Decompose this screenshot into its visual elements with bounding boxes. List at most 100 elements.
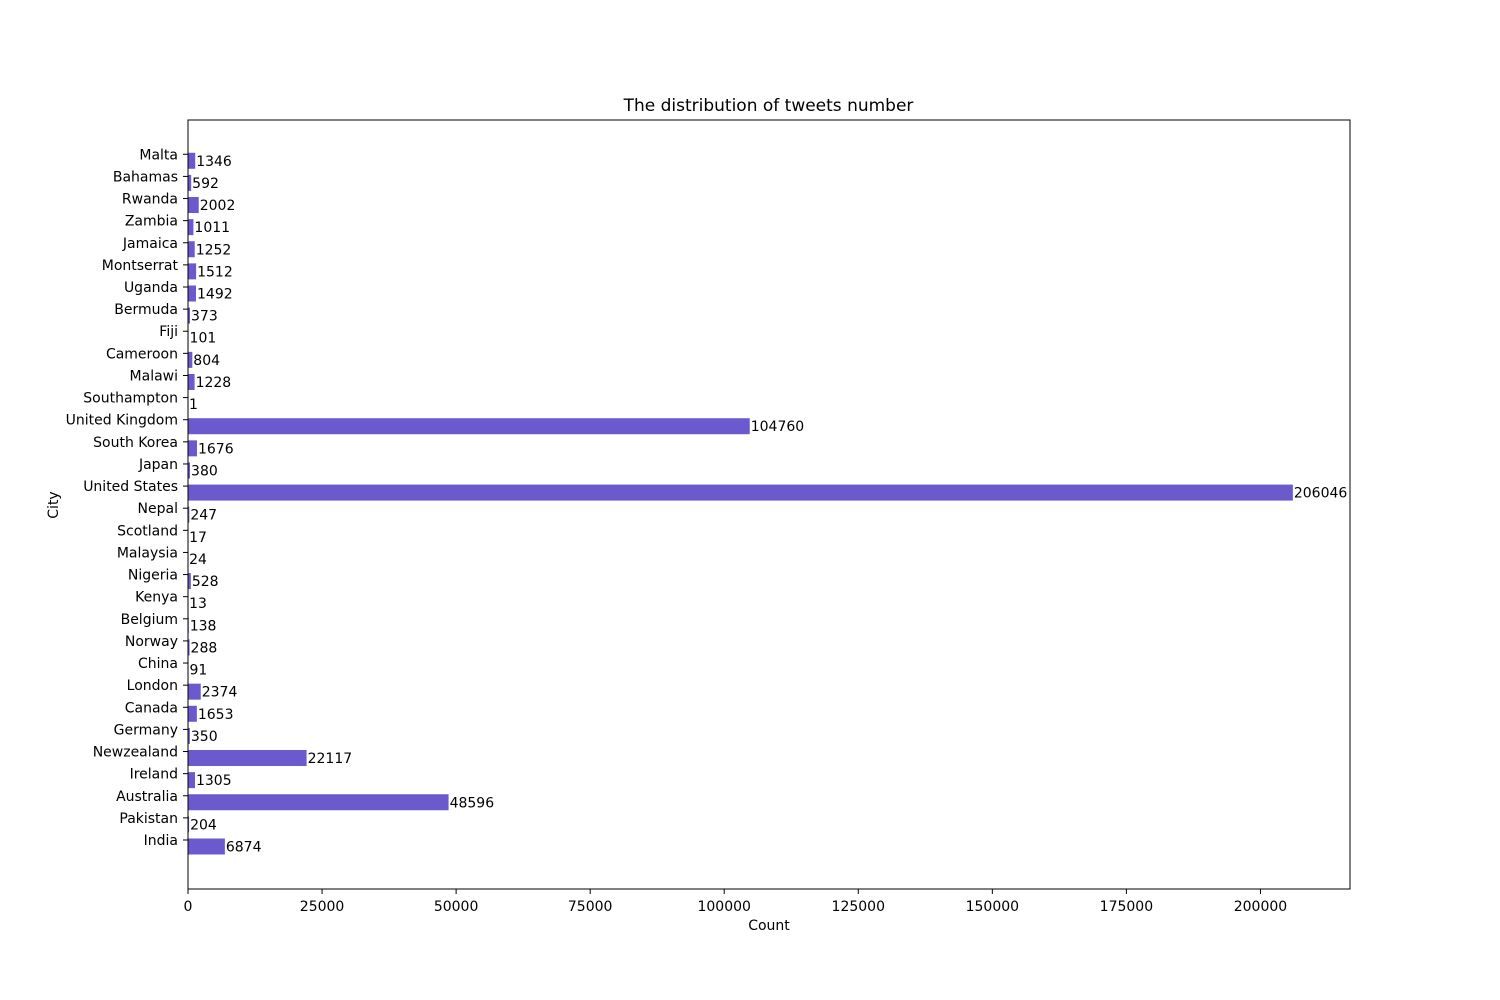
- bar-value-label: 1346: [196, 154, 232, 170]
- bar-value-label: 592: [192, 176, 219, 192]
- bar-canada: [188, 705, 197, 722]
- y-tick-label: Zambia: [125, 214, 178, 230]
- bar-value-label: 1305: [196, 773, 232, 789]
- bars-layer: [188, 152, 1293, 855]
- y-tick-label: Uganda: [124, 280, 178, 296]
- y-tick-label: Montserrat: [102, 258, 179, 274]
- bar-value-label: 804: [193, 353, 220, 369]
- y-tick-label: London: [127, 678, 178, 694]
- y-axis: India Pakistan Australia Ireland Newzealand G…: [66, 147, 188, 849]
- x-tick-label: 100000: [697, 899, 750, 915]
- bar-india: [188, 838, 225, 855]
- bar-montserrat: [188, 263, 197, 280]
- bar-australia: [188, 794, 449, 811]
- bar-value-label: 101: [190, 331, 217, 347]
- bar-united-states: [188, 484, 1293, 501]
- x-tick-label: 125000: [832, 899, 885, 915]
- y-tick-label: Scotland: [117, 523, 178, 539]
- y-tick-label: Norway: [125, 634, 178, 650]
- bar-value-label: 17: [189, 530, 207, 546]
- y-tick-label: Nigeria: [128, 568, 178, 584]
- bar-value-label: 247: [190, 508, 217, 524]
- bar-cameroon: [188, 351, 193, 368]
- bar-japan: [188, 462, 191, 479]
- bar-newzealand: [188, 750, 307, 767]
- y-tick-label: Ireland: [130, 767, 178, 783]
- bar-germany: [188, 727, 190, 744]
- y-tick-label: Malta: [139, 147, 178, 163]
- y-tick-label: Bahamas: [113, 169, 178, 185]
- y-tick-label: Kenya: [135, 590, 178, 606]
- y-tick-label: Southampton: [83, 391, 178, 407]
- y-tick-label: United Kingdom: [66, 413, 178, 429]
- x-tick-label: 175000: [1100, 899, 1153, 915]
- plot-area-frame: [187, 119, 1351, 890]
- y-tick-label: China: [138, 656, 178, 672]
- x-axis: 0 25000 50000 75000 100000 125000 150000 175000…: [184, 889, 1287, 915]
- y-tick-label: Malaysia: [117, 545, 178, 561]
- bar-value-label: 204: [190, 817, 217, 833]
- bar-malawi: [188, 373, 195, 390]
- bar-value-label: 288: [191, 640, 218, 656]
- bar-ireland: [188, 772, 195, 789]
- y-tick-label: Japan: [138, 457, 178, 473]
- y-tick-label: Cameroon: [106, 346, 178, 362]
- y-tick-label: United States: [83, 479, 178, 495]
- y-tick-label: Bermuda: [114, 302, 178, 318]
- y-tick-label: Germany: [114, 722, 178, 738]
- bar-zambia: [188, 219, 194, 236]
- x-tick-label: 75000: [568, 899, 613, 915]
- bar-value-label: 1228: [196, 375, 232, 391]
- y-tick-label: Australia: [116, 789, 178, 805]
- bar-value-label: 2374: [202, 685, 238, 701]
- x-axis-label: Count: [748, 918, 790, 934]
- y-tick-label: India: [144, 833, 178, 849]
- bar-value-label: 2002: [200, 198, 236, 214]
- bar-value-label: 1512: [197, 264, 233, 280]
- bar-norway: [188, 639, 190, 656]
- bar-value-label: 1492: [197, 287, 233, 303]
- bar-value-label: 13: [189, 596, 207, 612]
- y-tick-label: Newzealand: [93, 745, 178, 761]
- bar-nigeria: [188, 573, 191, 590]
- bar-value-label: 1011: [194, 220, 230, 236]
- y-tick-label: Rwanda: [122, 192, 178, 208]
- x-tick-label: 50000: [434, 899, 479, 915]
- y-tick-label: Jamaica: [122, 236, 178, 252]
- y-tick-label: Belgium: [121, 612, 178, 628]
- value-labels-layer: 6874204485961305221173501653237491288138…: [189, 154, 1347, 856]
- bar-value-label: 22117: [308, 751, 353, 767]
- y-tick-label: Malawi: [130, 368, 178, 384]
- bar-value-label: 528: [192, 574, 219, 590]
- bar-bermuda: [188, 307, 191, 324]
- bar-rwanda: [188, 197, 199, 214]
- y-tick-label: Nepal: [138, 501, 178, 517]
- y-tick-label: Canada: [125, 700, 178, 716]
- bar-london: [188, 683, 201, 700]
- bar-south-korea: [188, 440, 197, 457]
- y-axis-label: City: [46, 491, 62, 518]
- chart-title: The distribution of tweets number: [623, 96, 914, 116]
- bar-value-label: 206046: [1294, 486, 1348, 502]
- bar-malta: [188, 152, 196, 169]
- bar-nepal: [188, 506, 190, 523]
- bar-value-label: 24: [189, 552, 207, 568]
- x-tick-label: 0: [184, 899, 193, 915]
- bar-value-label: 48596: [450, 795, 495, 811]
- x-tick-label: 25000: [300, 899, 345, 915]
- y-tick-label: Fiji: [159, 324, 178, 340]
- bar-pakistan: [188, 816, 190, 833]
- bar-bahamas: [188, 174, 192, 191]
- y-tick-label: Pakistan: [119, 811, 178, 827]
- bar-value-label: 1252: [196, 242, 232, 258]
- bar-united-kingdom: [188, 418, 750, 435]
- bar-jamaica: [188, 241, 195, 258]
- bar-value-label: 138: [190, 618, 217, 634]
- bar-value-label: 350: [191, 729, 218, 745]
- bar-value-label: 1676: [198, 441, 234, 457]
- bar-uganda: [188, 285, 197, 302]
- y-tick-label: South Korea: [93, 435, 178, 451]
- bar-value-label: 380: [191, 463, 218, 479]
- bar-value-label: 1653: [198, 707, 234, 723]
